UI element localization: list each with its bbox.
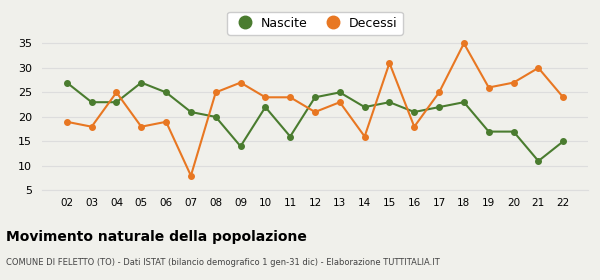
Nascite (535, 159, 542, 163)
Decessi (510, 81, 517, 84)
Nascite (262, 106, 269, 109)
Nascite (212, 115, 220, 119)
Decessi (212, 91, 220, 94)
Decessi (311, 110, 319, 114)
Decessi (336, 101, 343, 104)
Decessi (560, 96, 567, 99)
Nascite (187, 110, 194, 114)
Nascite (63, 81, 70, 84)
Nascite (560, 140, 567, 143)
Decessi (137, 125, 145, 129)
Decessi (163, 120, 170, 123)
Nascite (287, 135, 294, 138)
Nascite (237, 145, 244, 148)
Nascite (460, 101, 467, 104)
Nascite (163, 91, 170, 94)
Decessi (287, 96, 294, 99)
Text: COMUNE DI FELETTO (TO) - Dati ISTAT (bilancio demografico 1 gen-31 dic) - Elabor: COMUNE DI FELETTO (TO) - Dati ISTAT (bil… (6, 258, 440, 267)
Nascite (436, 106, 443, 109)
Decessi (436, 91, 443, 94)
Decessi (113, 91, 120, 94)
Nascite (510, 130, 517, 133)
Decessi (237, 81, 244, 84)
Decessi (485, 86, 493, 89)
Nascite (311, 96, 319, 99)
Decessi (460, 42, 467, 45)
Decessi (88, 125, 95, 129)
Decessi (187, 174, 194, 178)
Nascite (336, 91, 343, 94)
Decessi (410, 125, 418, 129)
Decessi (535, 66, 542, 70)
Decessi (262, 96, 269, 99)
Nascite (361, 106, 368, 109)
Decessi (63, 120, 70, 123)
Nascite (88, 101, 95, 104)
Line: Decessi: Decessi (64, 41, 566, 178)
Text: Movimento naturale della popolazione: Movimento naturale della popolazione (6, 230, 307, 244)
Nascite (410, 110, 418, 114)
Decessi (386, 61, 393, 65)
Decessi (361, 135, 368, 138)
Nascite (485, 130, 493, 133)
Nascite (386, 101, 393, 104)
Line: Nascite: Nascite (64, 80, 566, 164)
Nascite (113, 101, 120, 104)
Nascite (137, 81, 145, 84)
Legend: Nascite, Decessi: Nascite, Decessi (227, 12, 403, 35)
